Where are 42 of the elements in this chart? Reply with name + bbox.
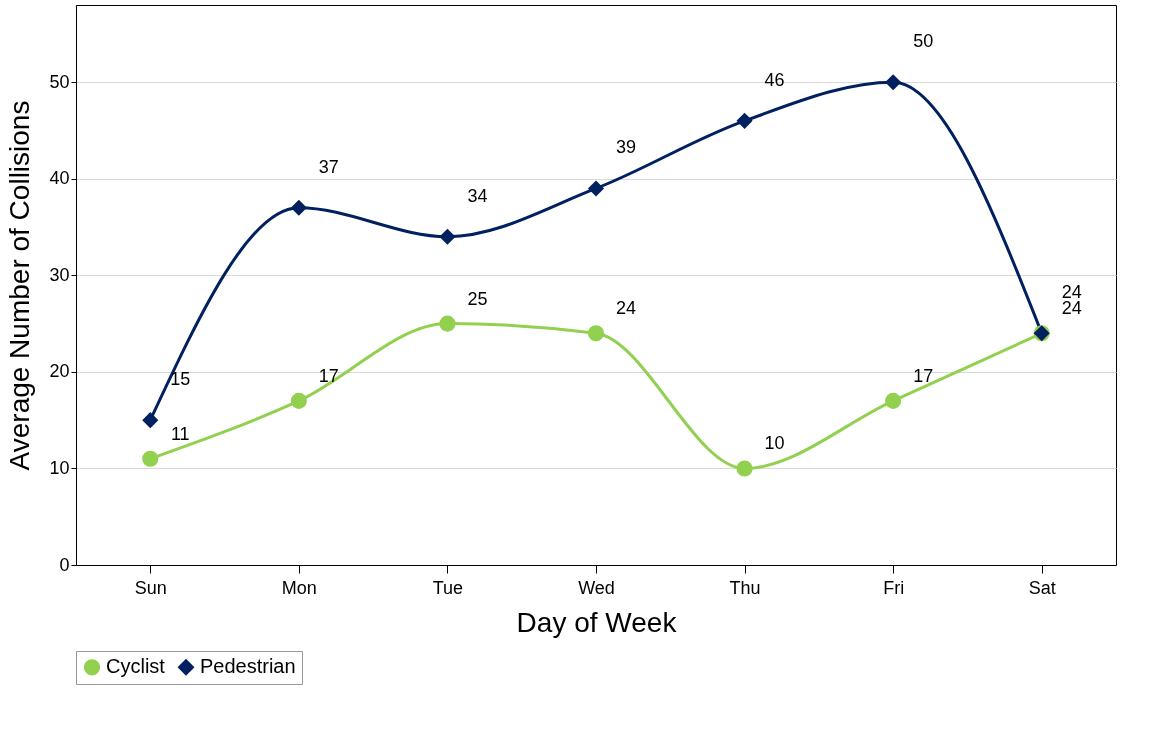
point bbox=[885, 74, 902, 91]
data-label: 50 bbox=[913, 31, 934, 52]
x-tick-label: Thu bbox=[729, 577, 761, 598]
y-tick-label: 10 bbox=[49, 457, 70, 478]
y-axis-title: Average Number of Collisions bbox=[4, 100, 36, 471]
data-label: 24 bbox=[1061, 298, 1082, 319]
point bbox=[439, 228, 456, 245]
point bbox=[736, 460, 753, 477]
x-axis-title: Day of Week bbox=[516, 606, 678, 638]
data-label: 46 bbox=[764, 69, 785, 90]
data-label: 25 bbox=[467, 288, 488, 309]
y-tick-label: 50 bbox=[49, 71, 70, 92]
legend-label: Cyclist bbox=[106, 655, 166, 678]
x-tick-label: Fri bbox=[883, 577, 905, 598]
y-tick-label: 30 bbox=[49, 264, 70, 285]
data-label: 37 bbox=[318, 156, 339, 177]
point bbox=[290, 392, 307, 409]
point bbox=[736, 112, 753, 129]
y-tick-label: 0 bbox=[59, 554, 70, 575]
x-tick-label: Tue bbox=[432, 577, 464, 598]
data-label: 11 bbox=[170, 423, 190, 444]
data-label: 34 bbox=[467, 185, 488, 206]
point bbox=[885, 392, 902, 409]
point bbox=[439, 315, 456, 332]
x-tick-label: Wed bbox=[578, 577, 615, 598]
point bbox=[587, 180, 605, 197]
y-tick-label: 20 bbox=[49, 361, 70, 382]
x-tick-label: Sun bbox=[134, 577, 167, 598]
data-label: 15 bbox=[170, 369, 191, 390]
data-label: 17 bbox=[318, 365, 339, 386]
data-label: 10 bbox=[764, 433, 785, 454]
legend-label: Pedestrian bbox=[200, 655, 296, 678]
x-tick-label: Sat bbox=[1028, 577, 1056, 598]
point bbox=[142, 412, 159, 429]
point bbox=[587, 325, 605, 342]
y-tick-label: 40 bbox=[49, 168, 70, 189]
data-label: 39 bbox=[615, 137, 637, 158]
point bbox=[142, 450, 159, 467]
point bbox=[290, 199, 307, 216]
x-tick-label: Mon bbox=[281, 577, 317, 598]
data-label: 17 bbox=[913, 365, 934, 386]
data-label: 24 bbox=[615, 298, 637, 319]
